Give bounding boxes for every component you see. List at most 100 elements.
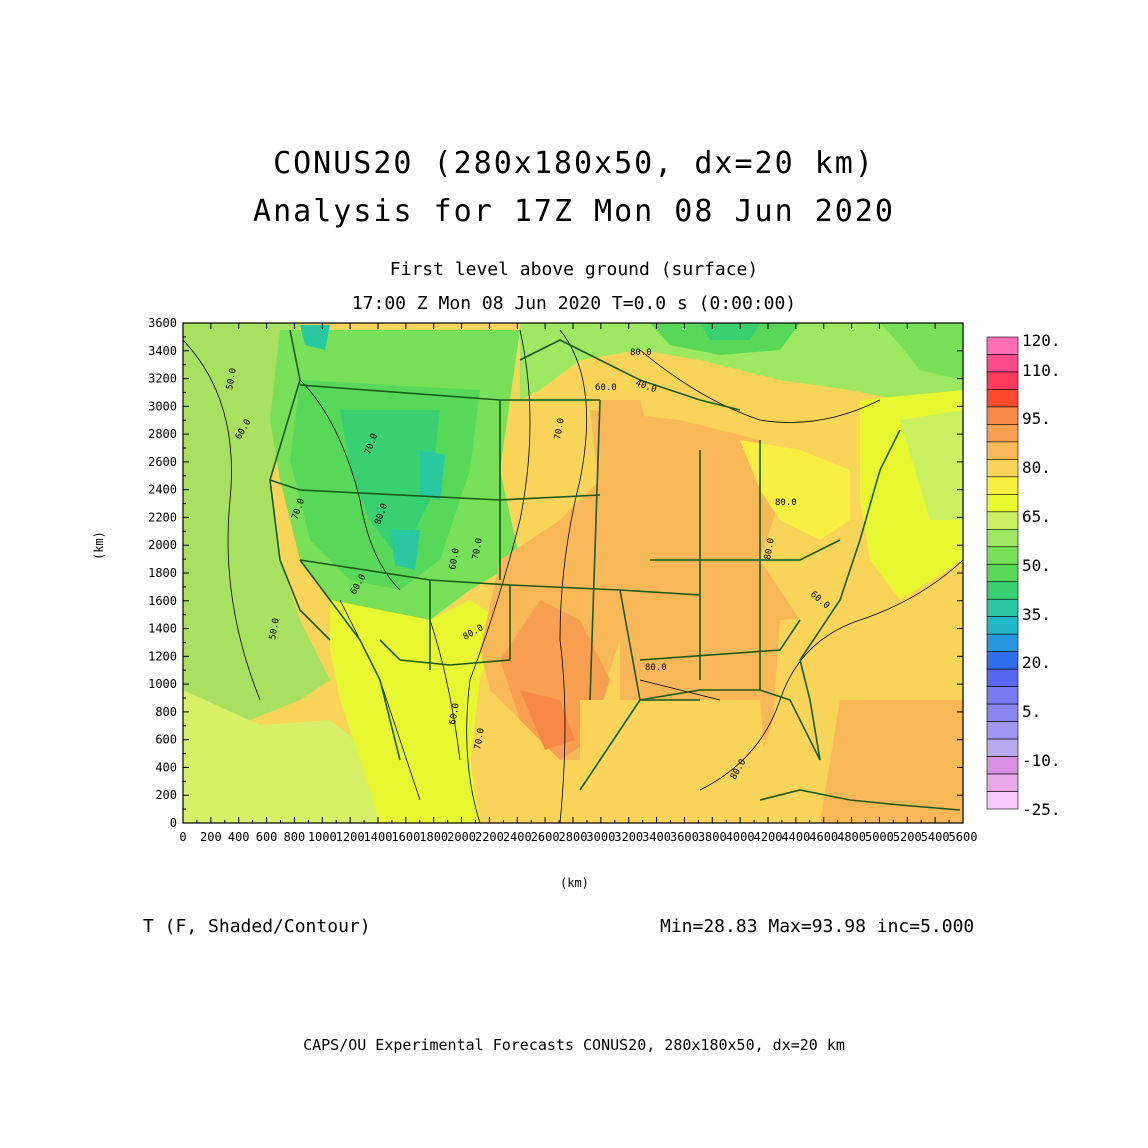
contour-label: 50.0	[225, 367, 239, 390]
contour-label: 50.0	[268, 617, 282, 640]
x-tick-label: 2200	[475, 830, 504, 844]
x-tick-label: 400	[228, 830, 250, 844]
y-tick-label: 2800	[148, 427, 177, 441]
x-tick-label: 4000	[726, 830, 755, 844]
y-tick-label: 1400	[148, 622, 177, 636]
x-tick-label: 1400	[364, 830, 393, 844]
x-tick-label: 5000	[865, 830, 894, 844]
colorbar-label: 120.	[1022, 331, 1061, 350]
colorbar-label: 95.	[1022, 409, 1051, 428]
y-tick-label: 3600	[148, 316, 177, 330]
y-tick-label: 800	[155, 705, 177, 719]
contour-label: 60.0	[448, 547, 462, 570]
x-axis-label: (km)	[560, 876, 589, 890]
x-tick-label: 3600	[670, 830, 699, 844]
y-tick-label: 2000	[148, 538, 177, 552]
contour-label: 70.0	[553, 417, 567, 440]
colorbar-swatch	[986, 528, 1019, 548]
y-tick-label: 2600	[148, 455, 177, 469]
colorbar-label: 110.	[1022, 361, 1061, 380]
x-tick-label: 5400	[921, 830, 950, 844]
x-tick-label: 2000	[447, 830, 476, 844]
x-tick-label: 3400	[642, 830, 671, 844]
contour-label: 80.0	[763, 537, 777, 560]
colorbar-swatch	[986, 511, 1019, 530]
colorbar-swatch	[986, 336, 1019, 355]
colorbar-label: -25.	[1022, 800, 1061, 819]
plot-title-line1: CONUS20 (280x180x50, dx=20 km)	[273, 146, 875, 181]
x-tick-label: 4800	[837, 830, 866, 844]
colorbar-swatch	[986, 494, 1019, 513]
colorbar-swatch	[986, 668, 1019, 687]
colorbar-swatch	[986, 616, 1019, 635]
y-tick-label: 1200	[148, 649, 177, 663]
y-tick-label: 1600	[148, 594, 177, 608]
contour-label: 80.0	[775, 498, 797, 508]
x-tick-label: 200	[200, 830, 222, 844]
x-tick-label: 600	[256, 830, 278, 844]
colorbar-swatch	[986, 389, 1019, 408]
y-tick-label: 600	[155, 733, 177, 747]
colorbar-swatch	[986, 651, 1019, 670]
x-tick-label: 4200	[754, 830, 783, 844]
colorbar-label: 35.	[1022, 605, 1051, 624]
y-tick-label: 3000	[148, 399, 177, 413]
colorbar-swatch	[986, 703, 1019, 722]
colorbar-swatch	[986, 686, 1019, 705]
y-tick-label: 2400	[148, 483, 177, 497]
x-tick-label: 3200	[614, 830, 643, 844]
colorbar-swatch	[986, 371, 1019, 390]
colorbar-swatch	[986, 476, 1019, 495]
x-tick-label: 2600	[531, 830, 560, 844]
y-tick-label: 0	[170, 816, 177, 830]
temperature-field	[183, 323, 963, 823]
field-statistics: Min=28.83 Max=93.98 inc=5.000	[660, 916, 975, 937]
colorbar-label: 50.	[1022, 556, 1051, 575]
credit-line: CAPS/OU Experimental Forecasts CONUS20, …	[303, 1036, 845, 1054]
contour-lines	[183, 329, 963, 823]
x-tick-label: 0	[179, 830, 186, 844]
contour-label: 60.0	[595, 383, 617, 393]
x-tick-label: 5600	[949, 830, 978, 844]
plot-subtitle-time: 17:00 Z Mon 08 Jun 2020 T=0.0 s (0:00:00…	[351, 293, 797, 314]
x-tick-label: 4600	[809, 830, 838, 844]
colorbar-swatch	[986, 354, 1019, 373]
contour-label: 70.0	[473, 727, 487, 750]
x-tick-label: 800	[284, 830, 306, 844]
x-tick-label: 1200	[336, 830, 365, 844]
y-tick-label: 200	[155, 788, 177, 802]
contour-label: 80.0	[630, 348, 652, 358]
x-tick-label: 2800	[559, 830, 588, 844]
contour-label: 60.0	[448, 702, 462, 725]
x-axis: 0 200 400 600 800 100012001400160018002000220…	[179, 323, 977, 844]
colorbar-label: 80.	[1022, 458, 1051, 477]
colorbar-swatch	[986, 633, 1019, 652]
colorbar-swatch	[986, 581, 1019, 600]
colorbar-swatch	[986, 791, 1019, 810]
x-tick-label: 4400	[781, 830, 810, 844]
y-tick-label: 3200	[148, 372, 177, 386]
y-tick-label: 1000	[148, 677, 177, 691]
x-tick-label: 2400	[503, 830, 532, 844]
colorbar-swatch	[986, 598, 1019, 618]
x-tick-label: 3000	[586, 830, 615, 844]
colorbar: 120. 110. 95. 80. 65. 50. 35. 20. 5. -10. -25.	[986, 331, 1061, 819]
state-boundaries	[269, 329, 961, 811]
y-tick-label: 3400	[148, 344, 177, 358]
plot-subtitle-level: First level above ground (surface)	[389, 259, 759, 280]
colorbar-swatch	[986, 738, 1019, 757]
y-axis-label: (km)	[92, 531, 106, 560]
contour-label: 80.0	[645, 663, 667, 673]
colorbar-swatch	[986, 773, 1019, 792]
y-tick-label: 1800	[148, 566, 177, 580]
colorbar-swatch	[986, 459, 1019, 478]
variable-description: T (F, Shaded/Contour)	[143, 916, 371, 937]
x-tick-label: 1600	[391, 830, 420, 844]
plot-title-line2: Analysis for 17Z Mon 08 Jun 2020	[253, 194, 895, 229]
x-tick-label: 5200	[893, 830, 922, 844]
x-tick-label: 1000	[308, 830, 337, 844]
colorbar-swatch	[986, 424, 1019, 443]
colorbar-swatch	[986, 756, 1019, 775]
y-tick-label: 400	[155, 760, 177, 774]
